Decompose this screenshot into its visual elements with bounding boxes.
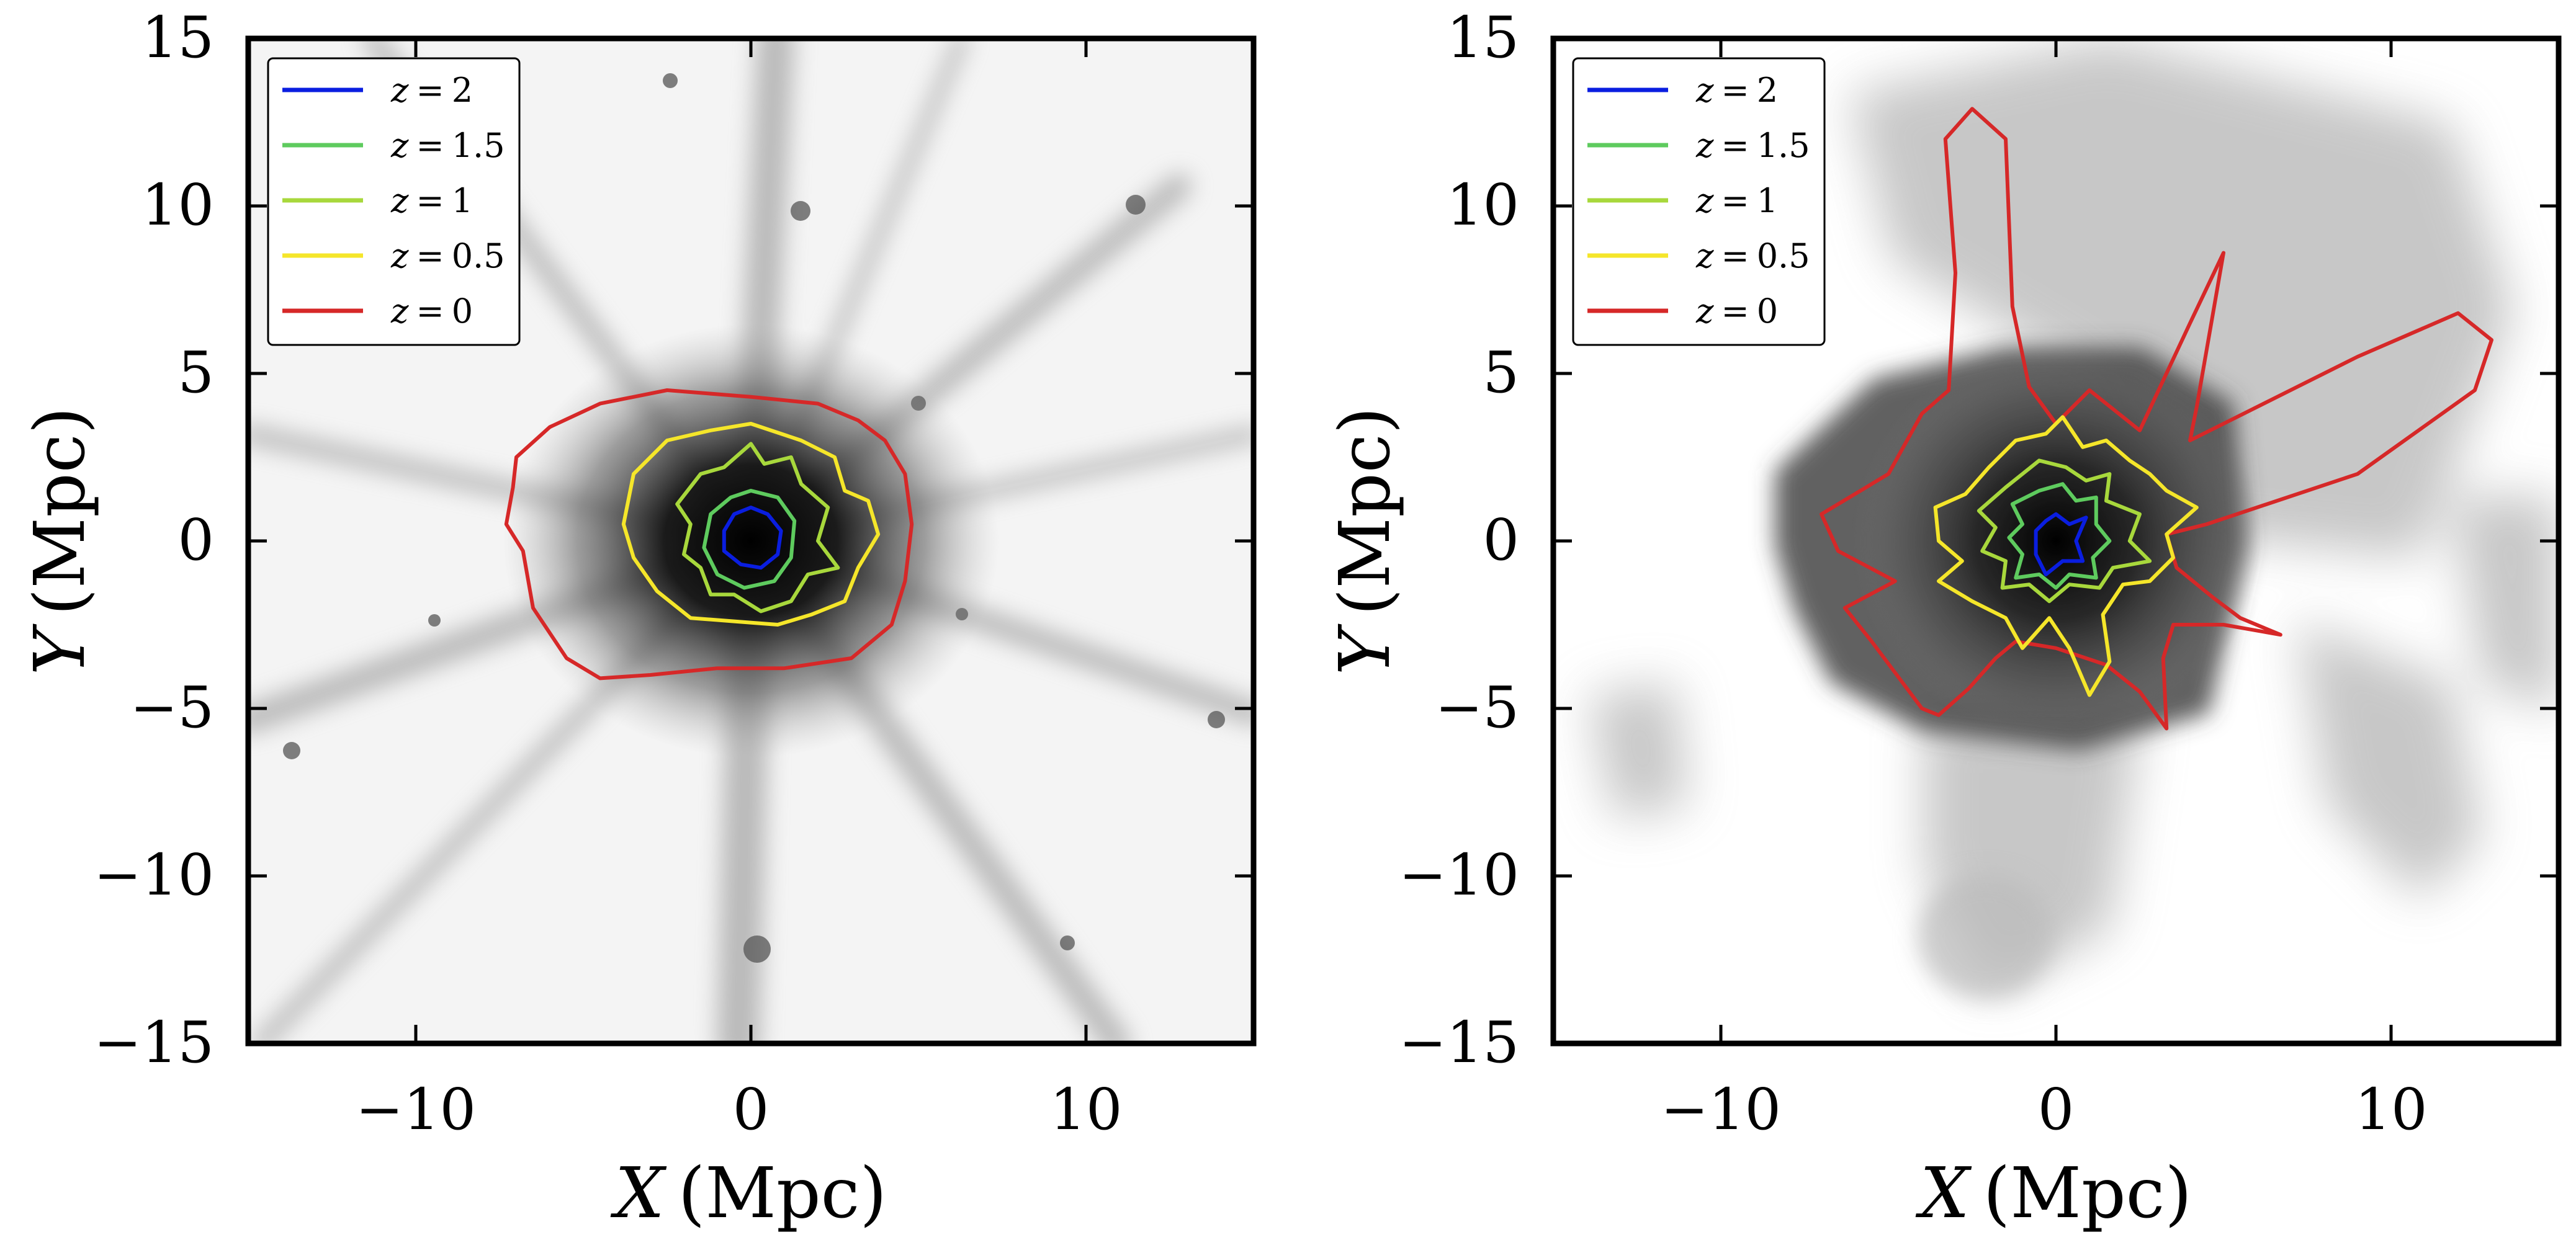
y-tick-label: −15 (94, 1009, 214, 1076)
legend-label: z = 0.5 (1695, 236, 1810, 275)
x-ticks (414, 38, 1088, 1043)
x-tick-label: 10 (1049, 1076, 1122, 1143)
x-tick-label: −10 (1661, 1076, 1781, 1143)
contour-z2 (2034, 512, 2088, 576)
y-tick-label: 10 (1447, 172, 1519, 238)
legend-label: z = 1 (390, 181, 473, 220)
y-tick-label: 0 (1483, 507, 1519, 573)
legend-label: z = 1.5 (1695, 126, 1810, 165)
y-tick-label: −10 (94, 842, 214, 908)
legend-label: z = 2 (390, 71, 473, 110)
legend-entry: z = 1 (1587, 181, 1778, 220)
legend-label: z = 1.5 (390, 126, 505, 165)
x-tick-labels: −10 0 10 (1661, 1076, 2428, 1143)
legend-label: z = 0.5 (390, 236, 505, 275)
contour-z1.5 (2007, 482, 2112, 590)
y-tick-label: −15 (1399, 1009, 1519, 1076)
contours (504, 388, 914, 681)
y-tick-label: 0 (177, 507, 214, 573)
x-tick-label: 10 (2354, 1076, 2427, 1143)
contours (1820, 107, 2493, 731)
legend-entry: z = 0 (282, 292, 473, 331)
y-tick-label: −5 (1435, 674, 1519, 741)
y-ticks (1553, 204, 2559, 878)
contour-z1 (1977, 458, 2152, 604)
y-axis-label: Y(Mpc) (20, 407, 101, 675)
legend-entry: z = 1 (282, 181, 473, 220)
legend-label: z = 2 (1695, 71, 1778, 110)
legend-entry: z = 1.5 (282, 126, 505, 165)
y-tick-labels: −15 −10 −5 0 5 10 15 (94, 4, 214, 1076)
contour-z2 (722, 506, 783, 570)
legend-entry: z = 2 (1587, 71, 1778, 110)
x-tick-label: 0 (2038, 1076, 2075, 1143)
legend-entry: z = 2 (282, 71, 473, 110)
contour-z0 (504, 388, 914, 681)
y-tick-label: 15 (1447, 4, 1519, 71)
contour-z1.5 (702, 489, 797, 590)
x-axis-label: X (Mpc) (610, 1153, 887, 1234)
temperature-map-background (1553, 38, 2559, 1043)
y-tick-label: −5 (130, 674, 214, 741)
panel-left-density: −10 0 10 −15 −10 −5 0 5 10 15 X (Mpc) Y(M… (20, 4, 1257, 1234)
contour-z0 (1820, 107, 2493, 731)
y-ticks (248, 204, 1254, 878)
y-tick-label: 5 (177, 339, 214, 406)
legend-entry: z = 0.5 (1587, 236, 1810, 275)
y-tick-label: 5 (1483, 339, 1519, 406)
x-tick-label: 0 (733, 1076, 770, 1143)
y-tick-labels: −15 −10 −5 0 5 10 15 (1399, 4, 1519, 1076)
density-map-background (248, 38, 1254, 1043)
legend-label: z = 0 (1695, 292, 1778, 331)
x-ticks (1719, 38, 2393, 1043)
legend-entry: z = 1.5 (1587, 126, 1810, 165)
legend: z = 2 z = 1.5 z = 1 z = 0.5 z = 0 (1572, 57, 1826, 346)
contour-z0.5 (621, 422, 881, 627)
x-tick-labels: −10 0 10 (356, 1076, 1123, 1143)
legend-entry: z = 0 (1587, 292, 1778, 331)
contour-z0.5 (1933, 415, 2199, 697)
y-tick-label: −10 (1399, 842, 1519, 908)
panel-right-temperature: −10 0 10 −15 −10 −5 0 5 10 15 X (Mpc) Y(M… (1325, 4, 2562, 1234)
contour-z1 (675, 442, 840, 614)
y-axis-label: Y(Mpc) (1325, 407, 1406, 675)
legend-box (267, 57, 521, 346)
legend: z = 2 z = 1.5 z = 1 z = 0.5 z = 0 (267, 57, 521, 346)
x-tick-label: −10 (356, 1076, 476, 1143)
x-axis-label: X (Mpc) (1915, 1153, 2192, 1234)
legend-box (1572, 57, 1826, 346)
legend-label: z = 1 (1695, 181, 1778, 220)
legend-label: z = 0 (390, 292, 473, 331)
legend-entry: z = 0.5 (282, 236, 505, 275)
y-tick-label: 15 (141, 4, 214, 71)
y-tick-label: 10 (141, 172, 214, 238)
